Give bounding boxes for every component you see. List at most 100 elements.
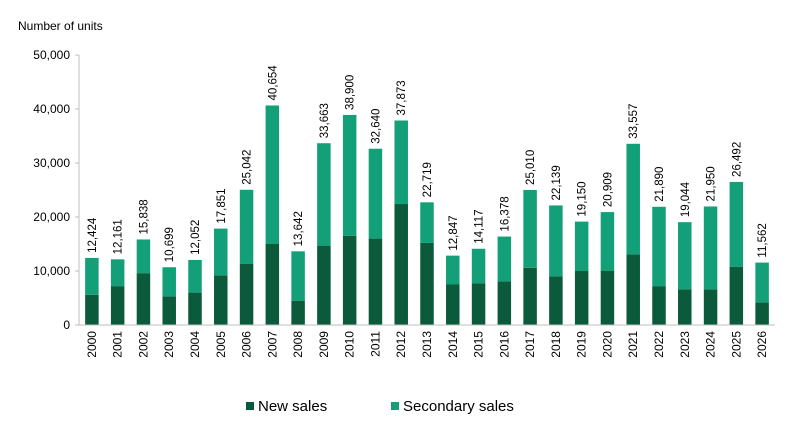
x-tick-label: 2017 bbox=[523, 331, 537, 358]
bar-total-label: 33,663 bbox=[319, 103, 331, 138]
x-tick-label: 2024 bbox=[704, 331, 718, 358]
bar-secondary-sales bbox=[574, 221, 589, 271]
bar-new-sales bbox=[626, 254, 640, 325]
bar-secondary-sales bbox=[652, 206, 666, 287]
x-tick-label: 2015 bbox=[472, 331, 486, 358]
bar-total-label: 12,052 bbox=[190, 220, 202, 255]
y-axis-title: Number of units bbox=[18, 19, 103, 33]
bar-secondary-sales bbox=[471, 248, 486, 284]
bar-new-sales bbox=[549, 276, 563, 325]
bar-secondary-sales bbox=[523, 189, 537, 268]
bar-secondary-sales bbox=[678, 222, 692, 290]
bar-new-sales bbox=[291, 300, 305, 325]
y-tick-label: 50,000 bbox=[33, 48, 70, 62]
bar-secondary-sales bbox=[549, 205, 563, 277]
bar-new-sales bbox=[600, 271, 615, 325]
bar-total-label: 38,900 bbox=[345, 75, 357, 110]
bar-secondary-sales bbox=[214, 228, 228, 276]
legend-swatch-secondary-sales bbox=[391, 402, 399, 410]
x-tick-label: 2004 bbox=[188, 331, 202, 358]
bar-new-sales bbox=[652, 286, 666, 325]
bar-total-label: 14,117 bbox=[474, 209, 486, 243]
bar-new-sales bbox=[136, 273, 151, 325]
x-tick-label: 2025 bbox=[729, 331, 743, 358]
bar-total-label: 13,642 bbox=[293, 211, 305, 246]
bar-total-label: 25,042 bbox=[242, 150, 254, 185]
y-tick-label: 20,000 bbox=[33, 210, 70, 224]
bar-total-label: 21,950 bbox=[706, 166, 718, 201]
bar-secondary-sales bbox=[110, 259, 125, 287]
bar-new-sales bbox=[523, 267, 537, 325]
bar-secondary-sales bbox=[626, 143, 640, 255]
bar-new-sales bbox=[678, 289, 692, 325]
bar-new-sales bbox=[317, 245, 331, 325]
x-tick-label: 2020 bbox=[600, 331, 614, 358]
bar-secondary-sales bbox=[420, 202, 434, 243]
bar-new-sales bbox=[368, 238, 383, 325]
bar-new-sales bbox=[729, 266, 744, 325]
x-tick-label: 2012 bbox=[394, 331, 408, 358]
bar-new-sales bbox=[497, 281, 512, 325]
bar-total-label: 33,557 bbox=[628, 104, 640, 139]
bar-total-label: 21,890 bbox=[654, 167, 666, 202]
x-tick-label: 2013 bbox=[420, 331, 434, 358]
bar-new-sales bbox=[471, 283, 486, 325]
bar-new-sales bbox=[446, 284, 460, 325]
bar-secondary-sales bbox=[162, 267, 176, 297]
bar-secondary-sales bbox=[703, 206, 718, 290]
x-tick-label: 2016 bbox=[497, 331, 511, 358]
bar-total-label: 10,699 bbox=[164, 227, 176, 262]
x-tick-label: 2023 bbox=[678, 331, 692, 358]
bar-secondary-sales bbox=[729, 181, 744, 267]
bar-secondary-sales bbox=[497, 236, 512, 282]
bar-total-label: 19,044 bbox=[680, 181, 692, 217]
x-tick-label: 2019 bbox=[575, 331, 589, 358]
bar-total-label: 26,492 bbox=[731, 142, 743, 177]
bar-new-sales bbox=[265, 244, 280, 325]
x-tick-label: 2001 bbox=[111, 331, 125, 358]
bar-total-label: 12,847 bbox=[448, 215, 460, 250]
bar-secondary-sales bbox=[265, 105, 280, 244]
x-tick-label: 2014 bbox=[446, 331, 460, 358]
bars-group bbox=[85, 105, 769, 325]
legend-label-new-sales: New sales bbox=[258, 398, 327, 415]
bar-secondary-sales bbox=[394, 120, 408, 205]
bar-secondary-sales bbox=[317, 143, 331, 246]
x-tick-label: 2021 bbox=[626, 331, 640, 358]
bar-total-label: 16,378 bbox=[499, 196, 511, 231]
x-tick-label: 2006 bbox=[240, 331, 254, 358]
bar-new-sales bbox=[574, 271, 589, 325]
x-tick-label: 2011 bbox=[368, 331, 382, 357]
bar-secondary-sales bbox=[136, 239, 151, 274]
y-tick-label: 40,000 bbox=[33, 102, 70, 116]
y-axis: 0 10,000 20,000 30,000 40,000 50,000 bbox=[33, 48, 79, 332]
legend-swatch-new-sales bbox=[246, 402, 254, 410]
bar-total-label: 17,851 bbox=[216, 188, 228, 223]
y-tick-label: 30,000 bbox=[33, 156, 70, 170]
bar-total-label: 25,010 bbox=[525, 150, 537, 185]
bar-total-label: 11,562 bbox=[757, 223, 769, 257]
x-tick-label: 2000 bbox=[85, 331, 99, 358]
bar-total-label: 20,909 bbox=[602, 172, 614, 207]
bar-secondary-sales bbox=[600, 212, 615, 271]
bar-secondary-sales bbox=[446, 255, 460, 285]
y-tick-label: 0 bbox=[63, 318, 70, 332]
bar-new-sales bbox=[85, 294, 99, 325]
bar-total-label: 12,424 bbox=[87, 217, 99, 253]
bar-total-label: 15,838 bbox=[138, 199, 150, 234]
x-tick-label: 2022 bbox=[652, 331, 666, 358]
bar-new-sales bbox=[420, 242, 434, 325]
bar-new-sales bbox=[214, 275, 228, 325]
x-tick-label: 2026 bbox=[755, 331, 769, 358]
x-axis: 2000 2001 2002 2003 2004 2005 2006 2007 2008 2009… bbox=[85, 331, 769, 358]
bar-total-label: 32,640 bbox=[370, 109, 382, 144]
bar-total-label: 40,654 bbox=[267, 65, 279, 101]
legend: New sales Secondary sales bbox=[246, 398, 514, 415]
bar-new-sales bbox=[188, 292, 202, 325]
total-labels-group: 12,424 12,161 15,838 10,699 12,052 17,851 25,0… bbox=[87, 65, 769, 263]
x-tick-label: 2010 bbox=[343, 331, 357, 358]
bar-secondary-sales bbox=[85, 257, 99, 295]
bar-total-label: 37,873 bbox=[396, 80, 408, 115]
bar-new-sales bbox=[703, 289, 718, 325]
